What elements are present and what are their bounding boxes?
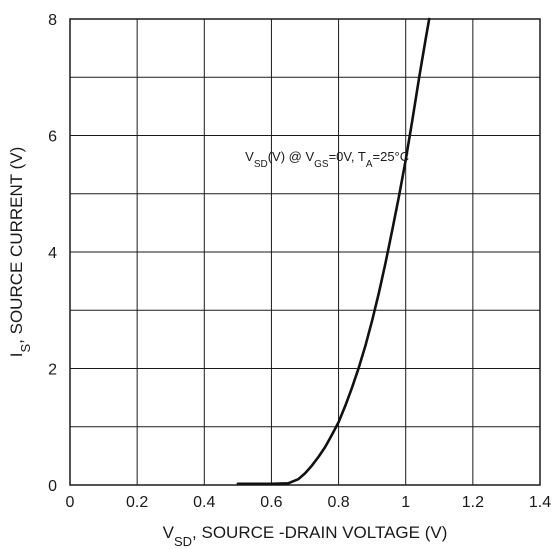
series-layer: [236, 17, 431, 486]
x-axis-label: VSD, SOURCE -DRAIN VOLTAGE (V): [163, 523, 448, 549]
grid: [70, 19, 540, 485]
y-tick-label: 6: [48, 129, 57, 146]
y-tick-label: 8: [48, 12, 57, 29]
series-line: [236, 17, 431, 486]
x-tick-label: 0.6: [260, 494, 282, 511]
x-tick-label: 0.2: [126, 494, 148, 511]
x-tick-label: 1.4: [529, 494, 551, 511]
y-tick-label: 4: [48, 245, 57, 262]
x-tick-label: 0: [66, 494, 75, 511]
x-tick-label: 1.2: [462, 494, 484, 511]
annotation: VSD(V) @ VGS=0V, TA=25°C: [245, 149, 409, 170]
tick-labels: 0 0.2 0.4 0.6 0.8 1 1.2 1.4 0 2 4 6 8: [48, 12, 551, 511]
y-tick-label: 2: [48, 362, 57, 379]
x-tick-label: 0.8: [327, 494, 349, 511]
plot-frame: [69, 18, 541, 486]
x-tick-label: 0.4: [193, 494, 215, 511]
y-axis-label: IS, SOURCE CURRENT (V): [7, 147, 33, 358]
x-tick-label: 1: [401, 494, 410, 511]
y-tick-label: 0: [48, 478, 57, 495]
